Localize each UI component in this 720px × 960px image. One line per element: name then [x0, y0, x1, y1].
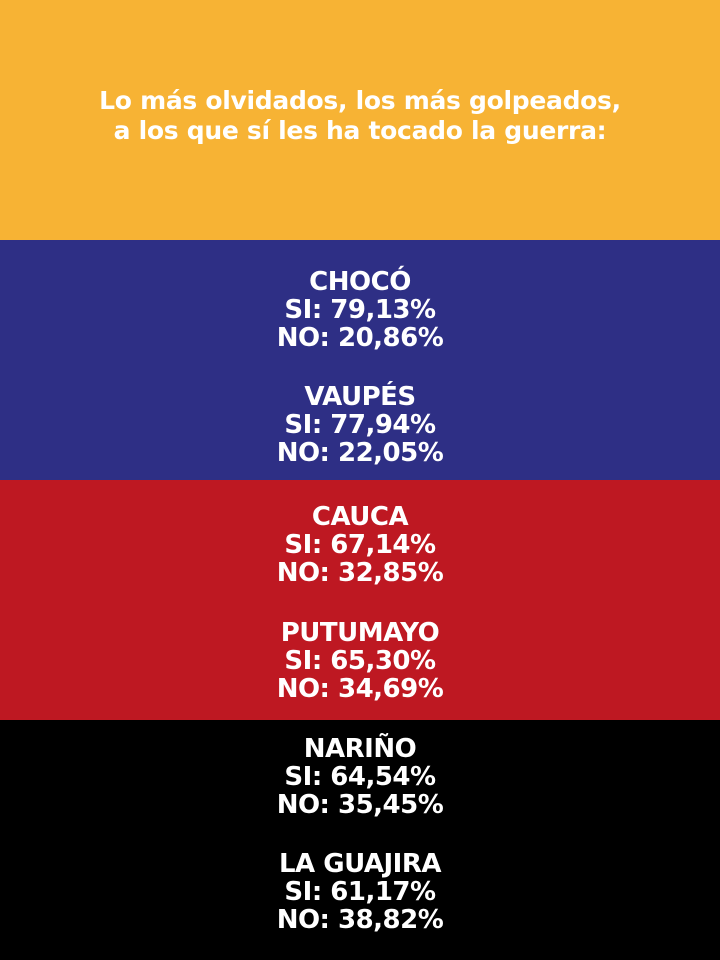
- flag-black-band: [0, 720, 720, 960]
- si-result: SI: 77,94%: [284, 410, 436, 440]
- si-result: SI: 65,30%: [284, 646, 436, 676]
- headline: Lo más olvidados, los más golpeados, a l…: [0, 86, 720, 146]
- department-block-la-guajira: LA GUAJIRA SI: 61,17% NO: 38,82%: [0, 850, 720, 934]
- department-name: LA GUAJIRA: [278, 849, 442, 879]
- si-result: SI: 67,14%: [284, 530, 436, 560]
- no-result: NO: 34,69%: [276, 674, 444, 704]
- si-result: SI: 64,54%: [284, 762, 436, 792]
- flag-blue-band: [0, 240, 720, 480]
- no-result: NO: 38,82%: [276, 905, 444, 935]
- department-block-narino: NARIÑO SI: 64,54% NO: 35,45%: [0, 735, 720, 819]
- headline-line-1: Lo más olvidados, los más golpeados,: [99, 86, 621, 115]
- no-result: NO: 22,05%: [276, 438, 444, 468]
- department-name: NARIÑO: [303, 734, 417, 764]
- department-name: CAUCA: [311, 502, 409, 532]
- flag-yellow-band: [0, 0, 720, 240]
- department-name: PUTUMAYO: [280, 618, 440, 648]
- no-result: NO: 35,45%: [276, 790, 444, 820]
- department-block-putumayo: PUTUMAYO SI: 65,30% NO: 34,69%: [0, 619, 720, 703]
- flag-red-band: [0, 480, 720, 720]
- department-name: VAUPÉS: [304, 382, 416, 412]
- no-result: NO: 32,85%: [276, 558, 444, 588]
- si-result: SI: 79,13%: [284, 295, 436, 325]
- si-result: SI: 61,17%: [284, 877, 436, 907]
- department-block-choco: CHOCÓ SI: 79,13% NO: 20,86%: [0, 268, 720, 352]
- department-name: CHOCÓ: [309, 267, 411, 297]
- department-block-vaupes: VAUPÉS SI: 77,94% NO: 22,05%: [0, 383, 720, 467]
- no-result: NO: 20,86%: [276, 323, 444, 353]
- department-block-cauca: CAUCA SI: 67,14% NO: 32,85%: [0, 503, 720, 587]
- headline-line-2: a los que sí les ha tocado la guerra:: [113, 116, 607, 145]
